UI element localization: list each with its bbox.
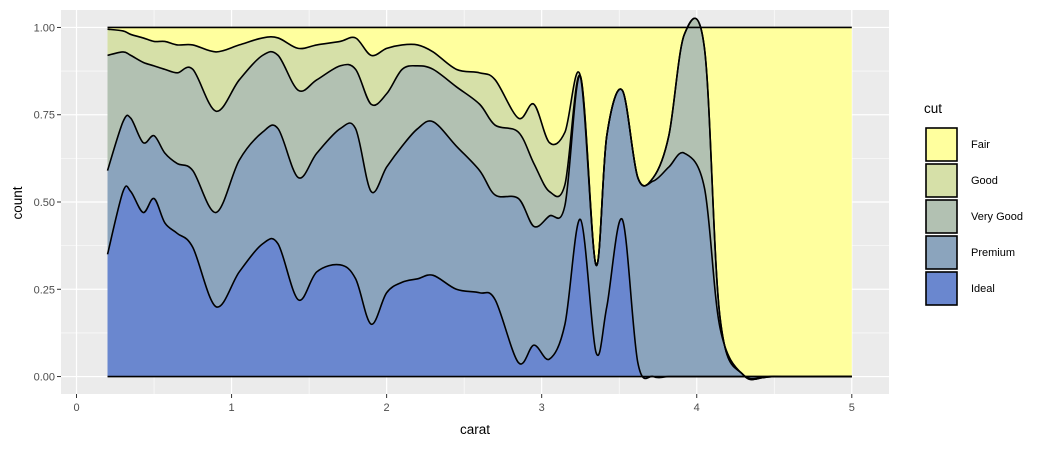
legend-label-good: Good [971, 175, 998, 187]
y-tick-label: 0.25 [34, 284, 55, 296]
legend-key-fair [925, 127, 958, 162]
legend-label-very-good: Very Good [971, 211, 1023, 223]
y-tick-label: 0.50 [34, 197, 55, 209]
x-tick-label: 0 [73, 402, 79, 414]
x-tick-label: 4 [694, 402, 700, 414]
legend-title: cut [924, 101, 942, 116]
legend-label-fair: Fair [971, 139, 990, 151]
y-tick-label: 1.00 [34, 22, 55, 34]
y-tick-label: 0.00 [34, 372, 55, 384]
stacked-areas [106, 17, 852, 381]
legend-key-ideal [925, 271, 958, 306]
legend: cut Fair Good Very Good Premium Ideal [924, 101, 1023, 306]
x-tick-label: 5 [849, 402, 855, 414]
x-axis-title: carat [460, 422, 490, 437]
legend-key-premium [925, 235, 958, 270]
x-tick-label: 2 [384, 402, 390, 414]
area-ideal [107, 185, 852, 379]
boundary-line-good [107, 17, 852, 381]
x-tick-label: 1 [228, 402, 234, 414]
boundary-line-premium [106, 75, 852, 380]
legend-key-good [925, 163, 958, 198]
x-tick-label: 3 [539, 402, 545, 414]
y-axis: 0.00 0.25 0.50 0.75 1.00 [34, 22, 61, 384]
y-tick-label: 0.75 [34, 110, 55, 122]
y-axis-title: count [10, 186, 25, 219]
legend-label-premium: Premium [971, 247, 1015, 259]
legend-label-ideal: Ideal [971, 283, 995, 295]
legend-key-very-good [925, 199, 958, 234]
x-axis: 0 1 2 3 4 5 [73, 394, 855, 414]
